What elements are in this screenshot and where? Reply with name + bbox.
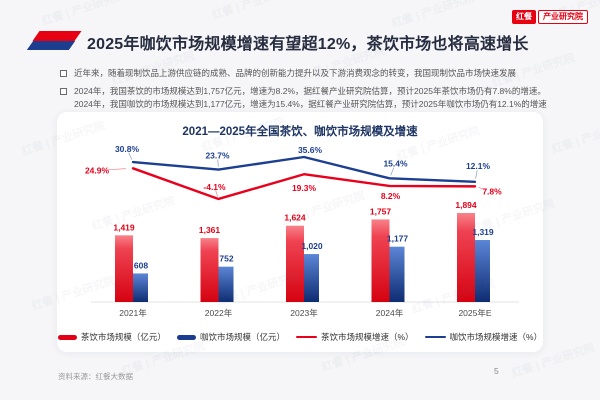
flag-blue-shape — [26, 41, 76, 50]
line-label: 35.6% — [298, 145, 323, 155]
label-leader-line — [215, 190, 218, 197]
legend-label: 咖饮市场规模（亿元） — [199, 332, 285, 342]
logo: 红餐 产业研究院 — [512, 10, 588, 24]
bar-label-coffee: 752 — [219, 254, 233, 264]
x-tick-label: 2025年E — [458, 308, 491, 318]
bullet-item: 2024年，我国茶饮的市场规模达到1,757亿元，增速为8.2%，据红餐产业研究… — [60, 85, 585, 110]
bar-label-tea: 1,361 — [199, 225, 221, 235]
legend-line-swatch — [424, 336, 446, 338]
bar-tea — [371, 219, 390, 302]
bar-coffee — [475, 240, 490, 302]
bullet-text: 2024年，我国茶饮的市场规模达到1,757亿元，增速为8.2%，据红餐产业研究… — [74, 86, 546, 97]
bar-coffee — [133, 273, 148, 302]
bar-tea — [200, 238, 219, 302]
label-leader-line — [475, 170, 478, 179]
bar-tea — [457, 213, 475, 302]
x-tick-label: 2022年 — [205, 308, 233, 318]
label-leader-line — [390, 167, 395, 176]
combo-chart: 1,419 608 2021年 1,361 752 2022年 1,624 1,020 2023… — [85, 144, 519, 318]
data-source: 资料来源：红餐大数据 — [58, 372, 133, 381]
line-label: 30.8% — [115, 144, 140, 154]
x-tick-label: 2021年 — [119, 308, 147, 318]
logo-org: 产业研究院 — [538, 10, 588, 24]
line-label: 12.1% — [466, 161, 491, 171]
x-tick-label: 2024年 — [376, 308, 404, 318]
bullet-text: 近年来，随着现制饮品上游供应链的成熟、品牌的创新能力提升以及下游消费观念的转变，… — [74, 68, 517, 78]
label-leader-line — [128, 152, 133, 160]
bar-label-coffee: 1,177 — [387, 234, 409, 244]
bar-coffee — [389, 246, 405, 302]
bar-tea — [115, 235, 133, 302]
bullet-item: 近年来，随着现制饮品上游供应链的成熟、品牌的创新能力提升以及下游消费观念的转变，… — [60, 67, 585, 79]
line-label: -4.1% — [203, 182, 226, 192]
line-label: 7.8% — [482, 186, 502, 196]
chart-legend: 茶饮市场规模（亿元） 咖饮市场规模（亿元） 茶饮市场规模增速（%） 咖饮市场规模增速（… — [57, 331, 543, 343]
chart-card: 2021—2025年全国茶饮、咖饮市场规模及增速 1,419 608 2021年 1,… — [57, 112, 543, 352]
logo-brand: 红餐 — [512, 10, 536, 24]
bar-label-tea: 1,624 — [284, 213, 306, 223]
summary-bullets: 近年来，随着现制饮品上游供应链的成熟、品牌的创新能力提升以及下游消费观念的转变，… — [60, 67, 585, 116]
line-label: 8.2% — [381, 191, 401, 201]
chart-title: 2021—2025年全国茶饮、咖饮市场规模及增速 — [182, 126, 418, 138]
watermark-text: 红餐 | 产业研究院 — [40, 0, 127, 28]
growth-line-tea — [131, 167, 477, 201]
line-label: 15.4% — [383, 158, 408, 168]
page-title: 2025年咖饮市场规模增速有望超12%，茶饮市场也将高速增长 — [87, 36, 529, 53]
flag-red-shape — [32, 31, 82, 41]
bar-coffee — [218, 266, 234, 302]
bar-label-coffee: 608 — [134, 260, 148, 270]
legend-item: 茶饮市场规模增速（%） — [295, 331, 414, 343]
growth-line-cof — [131, 155, 477, 184]
line-label: 19.3% — [292, 183, 317, 193]
watermark-text: 红餐 | 产业研究院 — [210, 0, 297, 22]
legend-bar-swatch — [57, 334, 77, 340]
legend-label: 茶饮市场规模（亿元） — [80, 332, 166, 342]
line-label: 24.9% — [85, 165, 110, 175]
square-bullet-icon — [60, 88, 67, 96]
legend-label: 茶饮市场规模增速（%） — [320, 332, 414, 342]
label-leader-line — [107, 168, 126, 171]
square-bullet-icon — [60, 70, 67, 77]
x-tick-label: 2023年 — [290, 308, 318, 318]
bar-label-tea: 1,757 — [370, 206, 392, 216]
legend-item: 茶饮市场规模（亿元） — [57, 331, 166, 343]
label-leader-line — [217, 159, 219, 167]
bar-label-tea: 1,894 — [455, 200, 477, 210]
title-accent-flag — [26, 31, 82, 50]
bar-coffee — [304, 254, 319, 302]
watermark-text: 红餐 | 产业研究院 — [550, 117, 600, 156]
legend-bar-swatch — [176, 334, 196, 340]
legend-item: 咖饮市场规模增速（%） — [424, 331, 543, 343]
bar-label-tea: 1,419 — [113, 222, 135, 232]
bar-label-coffee: 1,319 — [472, 227, 494, 237]
line-label: 23.7% — [205, 151, 230, 161]
legend-item: 咖饮市场规模（亿元） — [176, 331, 285, 343]
watermark-text: 红餐 | 产业研究院 — [390, 0, 477, 30]
legend-line-swatch — [295, 336, 317, 338]
bar-label-coffee: 1,020 — [301, 241, 323, 251]
page-number: 5 — [494, 366, 499, 376]
legend-label: 咖饮市场规模增速（%） — [449, 332, 543, 342]
bullet-text: 2024年，我国咖饮的市场规模达到1,177亿元，增速为15.4%，据红餐产业研… — [74, 98, 547, 109]
bar-tea — [286, 225, 304, 302]
label-leader-line — [478, 187, 488, 191]
